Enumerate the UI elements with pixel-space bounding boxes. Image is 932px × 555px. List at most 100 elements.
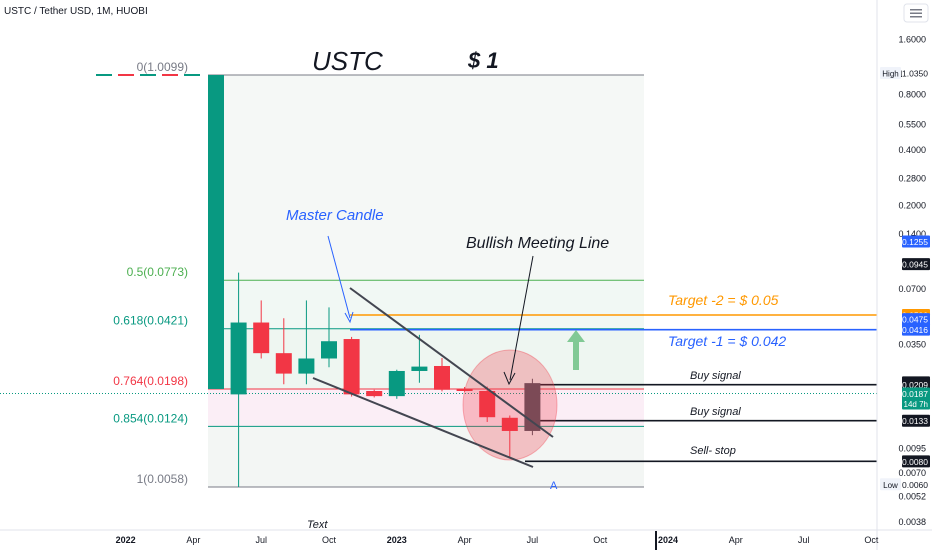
candle[interactable] bbox=[366, 389, 383, 398]
candle[interactable] bbox=[456, 386, 473, 392]
price-badge-prefix-bg bbox=[880, 478, 901, 491]
candle[interactable] bbox=[321, 307, 337, 368]
price-badge: 0.0475 bbox=[902, 313, 930, 326]
price-tick: 0.0052 bbox=[898, 492, 926, 502]
candle-body bbox=[298, 358, 315, 374]
price-badge-prefix: High bbox=[882, 70, 898, 79]
price-badge: 0.0060 Low bbox=[880, 478, 930, 491]
time-tick: Apr bbox=[458, 535, 472, 545]
fib-label: 0(1.0099) bbox=[137, 60, 188, 74]
candle-body bbox=[388, 370, 405, 397]
price-tick: 0.2800 bbox=[898, 173, 926, 183]
price-badge-value: 0.1255 bbox=[902, 237, 928, 247]
price-tick: 0.0095 bbox=[898, 444, 926, 454]
candle[interactable] bbox=[388, 369, 405, 399]
time-axis: 2022 Apr Jul Oct 2023 Apr Jul Oct 2024 Apr Jul Oct bbox=[116, 535, 879, 545]
candle[interactable] bbox=[298, 300, 315, 385]
time-tick: Jul bbox=[255, 535, 267, 545]
fib-level-marker bbox=[118, 74, 134, 76]
fib-band bbox=[208, 75, 644, 281]
fib-label: 0.5(0.0773) bbox=[127, 265, 188, 279]
sell-stop-label: Sell- stop bbox=[690, 445, 736, 457]
fib-level-marker bbox=[162, 74, 178, 76]
hamburger-icon bbox=[910, 9, 922, 18]
price-badge-bg bbox=[902, 258, 930, 271]
master-candle-arrow bbox=[327, 235, 351, 319]
price-badge: 0.0133 bbox=[902, 414, 930, 427]
time-tick: 2022 bbox=[116, 535, 136, 545]
candles bbox=[208, 75, 541, 487]
time-tick: Oct bbox=[593, 535, 608, 545]
candle-body bbox=[501, 417, 518, 431]
time-tick: 2024 bbox=[658, 535, 678, 545]
lower-trendline[interactable] bbox=[312, 377, 534, 468]
price-tick: 1.6000 bbox=[898, 34, 926, 44]
fib-band bbox=[208, 280, 644, 329]
price-tick: 0.0038 bbox=[898, 517, 926, 527]
fib-bands bbox=[208, 75, 644, 487]
horizontal-lines bbox=[0, 314, 877, 463]
fib-level-marker bbox=[140, 74, 156, 76]
candle-body bbox=[479, 391, 496, 418]
candle[interactable] bbox=[479, 386, 496, 422]
menu-button[interactable] bbox=[903, 3, 929, 23]
master-candle-label: Master Candle bbox=[286, 207, 384, 224]
price-badge-value: 0.0416 bbox=[902, 325, 928, 335]
price-badge-value: 0.0060 bbox=[902, 480, 928, 490]
price-badge-value: 0.0475 bbox=[902, 315, 928, 325]
fib-label: 0.854(0.0124) bbox=[113, 411, 188, 425]
price-badge-bg bbox=[902, 455, 930, 468]
up-arrow-icon bbox=[567, 330, 585, 370]
price-badge-bg bbox=[902, 235, 930, 248]
candle[interactable] bbox=[343, 336, 360, 397]
price-badge-value: 1.0350 bbox=[902, 69, 928, 79]
price-tick: 0.2000 bbox=[898, 200, 926, 210]
time-tick: Oct bbox=[322, 535, 337, 545]
time-tick: Jul bbox=[798, 535, 810, 545]
price-badge-countdown: 14d 7h bbox=[904, 400, 928, 409]
text-label: Text bbox=[307, 519, 328, 531]
price-badges: 1.0350High0.12550.09450.05000.04750.0416… bbox=[880, 67, 930, 491]
upper-trendline[interactable] bbox=[349, 287, 554, 438]
candle[interactable] bbox=[230, 272, 247, 487]
bullish-line-arrowhead bbox=[503, 371, 516, 386]
price-badge-bg bbox=[902, 323, 930, 336]
time-highlight-marker bbox=[655, 531, 657, 550]
time-tick: Jul bbox=[527, 535, 539, 545]
buy-signal-label: Buy signal bbox=[690, 370, 741, 382]
target1-label: Target -1 = $ 0.042 bbox=[668, 333, 786, 349]
price-badge-value: 0.0209 bbox=[902, 380, 928, 390]
time-tick: Apr bbox=[729, 535, 743, 545]
price-badge-value: 0.0187 bbox=[902, 389, 928, 399]
candle-body bbox=[343, 339, 360, 395]
candle-body bbox=[366, 391, 383, 397]
candle[interactable] bbox=[501, 415, 518, 457]
candle[interactable] bbox=[411, 334, 428, 383]
price-badge: 0.0080 bbox=[902, 455, 930, 468]
bullish-meeting-line-label: Bullish Meeting Line bbox=[466, 235, 609, 252]
price-tick: 0.8000 bbox=[898, 90, 926, 100]
candle[interactable] bbox=[208, 75, 224, 389]
candle-body bbox=[434, 365, 450, 390]
price-badge-value: 0.0080 bbox=[902, 457, 928, 467]
price-badge: 0.1255 bbox=[902, 235, 930, 248]
candle[interactable] bbox=[253, 300, 270, 359]
title-annotation: USTC bbox=[312, 46, 383, 76]
candle-body bbox=[230, 322, 247, 395]
price-tick: 0.1400 bbox=[898, 229, 926, 239]
candle-body bbox=[275, 353, 292, 374]
candle[interactable] bbox=[434, 357, 450, 392]
symbol-title: USTC / Tether USD, 1M, HUOBI bbox=[4, 6, 148, 17]
price-tick: 0.0700 bbox=[898, 284, 926, 294]
price-badge: 1.0350 High bbox=[880, 67, 930, 80]
price-badge: 0.0945 bbox=[902, 258, 930, 271]
candle-body bbox=[321, 341, 337, 359]
buy-signal-label-2: Buy signal bbox=[690, 406, 741, 418]
time-tick: Apr bbox=[186, 535, 200, 545]
bullish-line-arrow bbox=[509, 255, 534, 381]
candle[interactable] bbox=[275, 318, 292, 385]
point-a-label: A bbox=[550, 480, 558, 492]
fib-label: 0.618(0.0421) bbox=[113, 314, 188, 328]
